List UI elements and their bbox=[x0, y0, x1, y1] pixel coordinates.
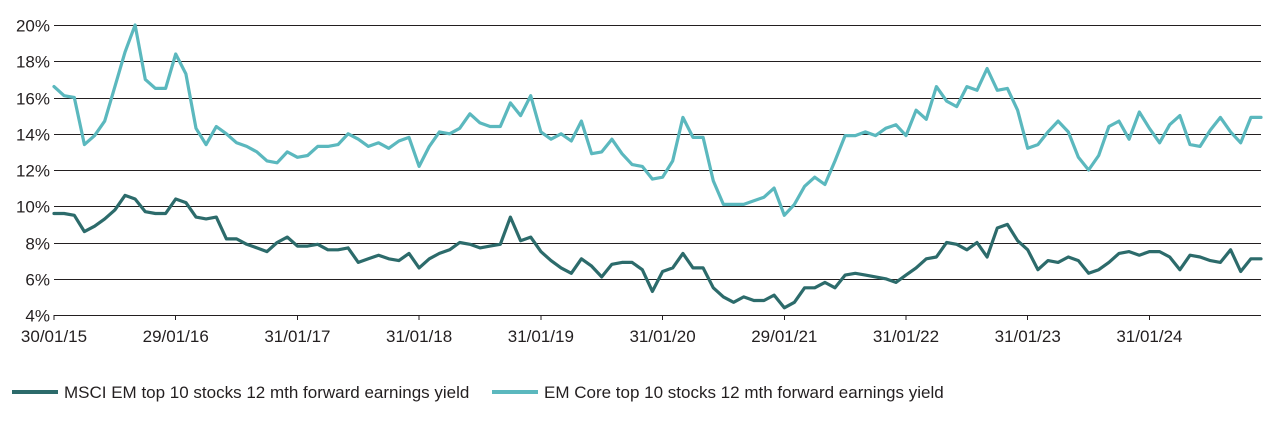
y-tick-label: 6% bbox=[25, 271, 50, 290]
y-tick-label: 18% bbox=[16, 53, 50, 72]
legend-label-msci: MSCI EM top 10 stocks 12 mth forward ear… bbox=[64, 383, 469, 402]
series-line-msci bbox=[52, 193, 1263, 310]
y-tick-label: 12% bbox=[16, 162, 50, 181]
y-tick-label: 14% bbox=[16, 126, 50, 145]
x-tick-label: 29/01/16 bbox=[143, 327, 209, 346]
y-axis-tick-labels: 4% 6% 8% 10% 12% 14% 16% 18% 20% bbox=[16, 17, 50, 326]
y-tick-label: 16% bbox=[16, 90, 50, 109]
series-lines bbox=[52, 23, 1263, 310]
x-tick-label: 29/01/21 bbox=[751, 327, 817, 346]
x-tick-label: 31/01/23 bbox=[995, 327, 1061, 346]
x-tick-label: 30/01/15 bbox=[21, 327, 87, 346]
legend-item-core: EM Core top 10 stocks 12 mth forward ear… bbox=[492, 383, 944, 402]
legend: MSCI EM top 10 stocks 12 mth forward ear… bbox=[12, 383, 944, 402]
x-tick-label: 31/01/22 bbox=[873, 327, 939, 346]
y-tick-label: 8% bbox=[25, 235, 50, 254]
gridlines bbox=[53, 25, 1261, 320]
x-tick-label: 31/01/18 bbox=[386, 327, 452, 346]
legend-item-msci: MSCI EM top 10 stocks 12 mth forward ear… bbox=[12, 383, 469, 402]
x-tick-label: 31/01/19 bbox=[508, 327, 574, 346]
x-axis-tick-labels: 30/01/15 29/01/16 31/01/17 31/01/18 31/01/19… bbox=[21, 327, 1183, 346]
x-tick-label: 31/01/20 bbox=[629, 327, 695, 346]
series-line-core bbox=[52, 23, 1263, 217]
legend-label-core: EM Core top 10 stocks 12 mth forward ear… bbox=[544, 383, 944, 402]
y-tick-label: 10% bbox=[16, 198, 50, 217]
x-tick-label: 31/01/17 bbox=[264, 327, 330, 346]
y-tick-label: 4% bbox=[25, 307, 50, 326]
x-tick-label: 31/01/24 bbox=[1116, 327, 1182, 346]
y-tick-label: 20% bbox=[16, 17, 50, 36]
